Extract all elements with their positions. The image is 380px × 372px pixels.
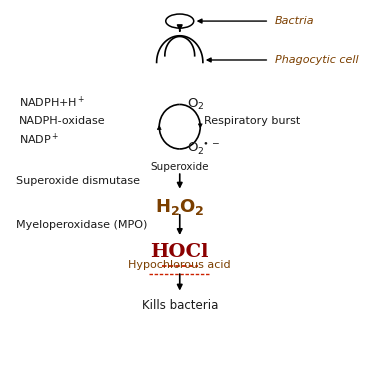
Text: NADPH-oxidase: NADPH-oxidase <box>19 116 106 126</box>
Text: $\mathregular{O_2}$: $\mathregular{O_2}$ <box>187 97 205 112</box>
Text: $\mathregular{H_2O_2}$: $\mathregular{H_2O_2}$ <box>155 197 204 217</box>
Text: Hypochlorous acid: Hypochlorous acid <box>128 260 231 270</box>
Text: $\mathregular{O_2^{\ \bullet-}}$: $\mathregular{O_2^{\ \bullet-}}$ <box>187 141 221 157</box>
Text: HOCl: HOCl <box>150 243 209 262</box>
Text: Kills bacteria: Kills bacteria <box>142 299 218 312</box>
Text: Superoxide: Superoxide <box>150 162 209 172</box>
Text: NADP$^+$: NADP$^+$ <box>19 132 60 147</box>
Text: Respiratory burst: Respiratory burst <box>204 116 300 126</box>
Text: Phagocytic cell: Phagocytic cell <box>275 55 358 65</box>
Text: Bactria: Bactria <box>275 16 315 26</box>
Text: NADPH+H$^+$: NADPH+H$^+$ <box>19 95 86 110</box>
Text: Myeloperoxidase (MPO): Myeloperoxidase (MPO) <box>16 220 147 230</box>
Text: Superoxide dismutase: Superoxide dismutase <box>16 176 139 186</box>
